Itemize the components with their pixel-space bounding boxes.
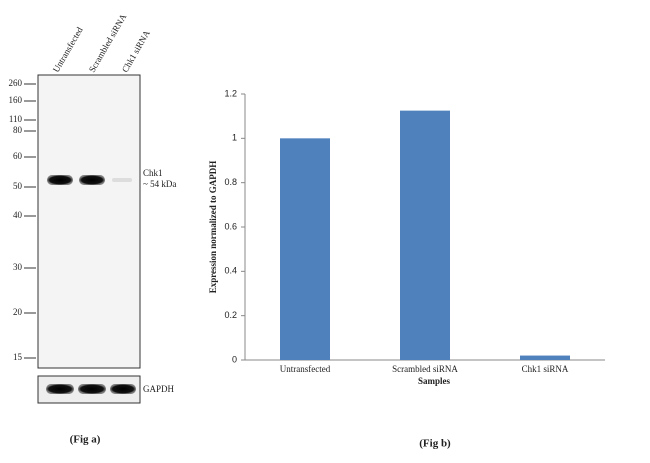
x-tick-label: Scrambled siRNA xyxy=(392,364,458,374)
band xyxy=(79,175,105,185)
y-tick-label: 0.6 xyxy=(224,221,237,231)
band-label: ~ 54 kDa xyxy=(143,179,176,189)
y-tick-label: 1 xyxy=(232,133,237,143)
marker-label: 60 xyxy=(13,151,23,161)
marker-label: 80 xyxy=(13,125,23,135)
marker-label: 50 xyxy=(13,181,23,191)
marker-label: 260 xyxy=(9,78,23,88)
y-tick-label: 0.4 xyxy=(224,266,237,276)
bar xyxy=(280,138,330,360)
y-tick-label: 0 xyxy=(232,354,237,364)
x-axis-label: Samples xyxy=(418,376,451,386)
caption: (Fig b) xyxy=(419,438,451,450)
caption: (Fig a) xyxy=(70,434,101,446)
y-tick-label: 1.2 xyxy=(224,88,237,98)
band-label: Chk1 xyxy=(143,168,163,178)
y-tick-label: 0.2 xyxy=(224,310,237,320)
band xyxy=(46,384,74,394)
marker-label: 110 xyxy=(9,114,23,124)
bar xyxy=(400,110,450,360)
plot: 0 0.2 0.4 0.6 0.8 1 1.2 Untransfected Scrambled … xyxy=(224,88,605,374)
band xyxy=(112,178,132,182)
x-tick-label: Chk1 siRNA xyxy=(522,364,569,374)
band xyxy=(78,384,106,394)
marker-label: 30 xyxy=(13,262,23,272)
marker-label: 15 xyxy=(13,352,23,362)
marker-label: 160 xyxy=(9,95,23,105)
band xyxy=(110,384,136,394)
loading-label: GAPDH xyxy=(143,384,175,394)
y-axis-label: Expression normalized to GAPDH xyxy=(208,161,218,294)
y-tick-label: 0.8 xyxy=(224,177,237,187)
x-tick-label: Untransfected xyxy=(280,364,331,374)
marker-label: 40 xyxy=(13,210,23,220)
bar xyxy=(520,355,570,360)
lane-label: Untransfected xyxy=(51,25,85,74)
band xyxy=(47,175,73,185)
lane-label: Chk1 siRNA xyxy=(120,28,152,74)
marker-label: 20 xyxy=(13,307,23,317)
blot-membrane xyxy=(37,74,141,369)
